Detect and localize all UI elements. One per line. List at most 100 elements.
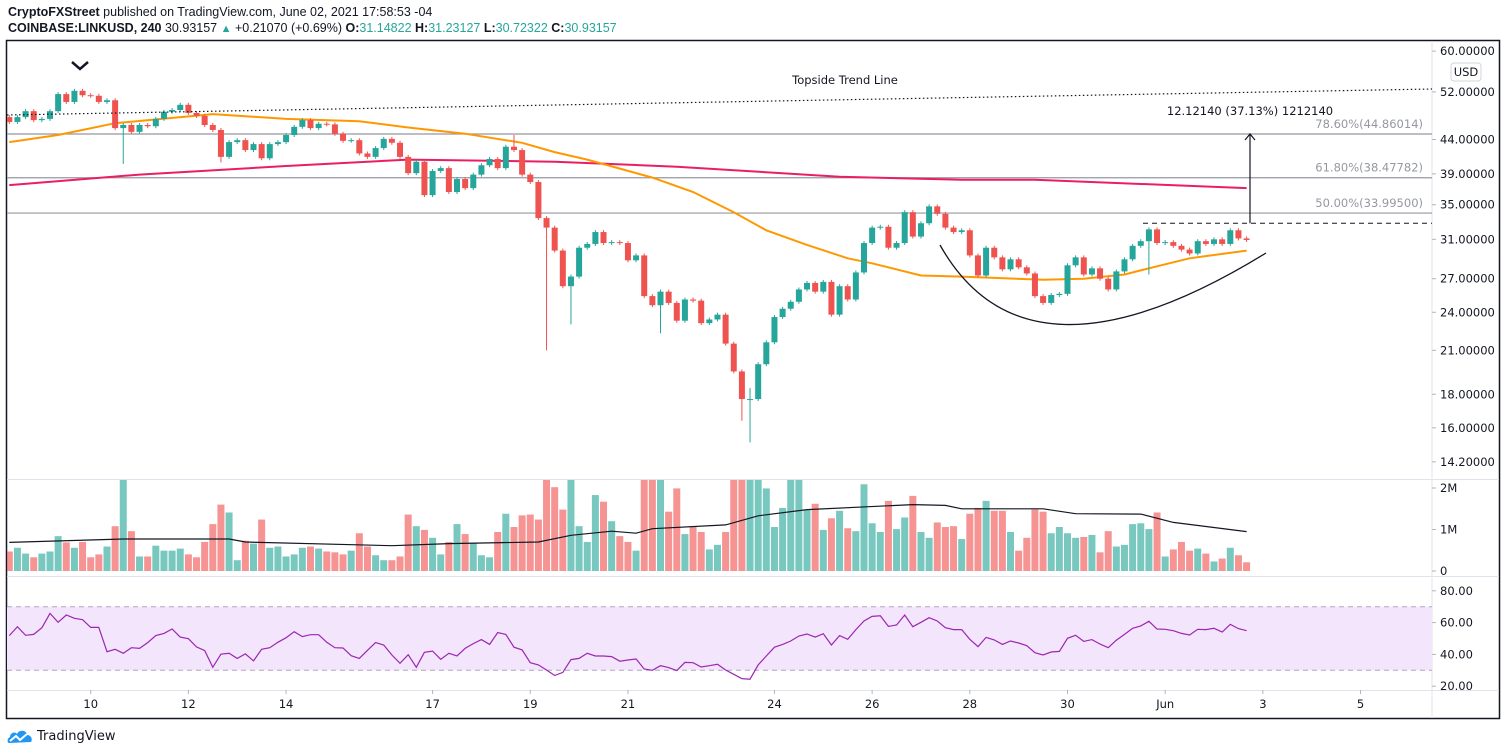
candle-body [494,158,501,169]
volume-bar [811,503,819,571]
volume-bar [1120,544,1128,571]
topside-trend-line [6,88,1433,116]
candle-body [291,126,298,136]
volume-bar [176,548,184,571]
publisher-name[interactable]: CryptoFXStreet [8,5,100,19]
time-tick-label: 30 [1060,697,1075,711]
volume-bar [1210,561,1218,571]
candle-body [502,146,509,169]
triangle-up-icon: ▲ [220,23,232,35]
volume-bar [705,549,713,571]
volume-bar [632,550,640,571]
price-tick-label: 31.00000 [1440,232,1495,246]
volume-bar [30,557,38,571]
drawings[interactable]: Topside Trend Line 12.12140 (37.13%) 1212… [6,61,1433,326]
candle-body [1137,241,1144,246]
candle-body [706,319,713,324]
candle-body [877,226,884,228]
fib-levels: 78.60%(44.86014) 61.80%(38.47782) 50.00%(3… [7,117,1432,214]
volume-bar [323,551,331,571]
candle-body [274,142,281,145]
candle-body [576,247,583,277]
candle-body [340,133,347,141]
time-tick-label: 12 [181,697,196,711]
candle-body [1072,257,1079,266]
fib-label: 78.60%(44.86014) [1315,117,1423,131]
candle-body [1023,267,1030,274]
volume-bar [1007,531,1015,571]
candle-body [169,110,176,112]
candle-body [14,117,21,122]
candle-body [1113,271,1120,290]
tradingview-logo[interactable]: TradingView [7,728,116,744]
candle-body [755,364,762,400]
volume-ma-line [9,503,1247,547]
volume-bar [681,534,689,571]
volume-bar [79,541,87,571]
candle-body [1121,259,1128,272]
candle-body [160,111,167,119]
symbol-name[interactable]: COINBASE:LINKUSD, 240 [8,21,162,35]
volume-bar [355,533,363,571]
candle-body [714,314,721,320]
volume-bar [1234,555,1242,571]
volume-tick-label: 1M [1440,523,1457,537]
candle-body [543,218,550,228]
candle-body [226,142,233,157]
volume-bar [1064,533,1071,571]
candle-body [120,124,127,129]
volume-bar [852,531,860,571]
high-value: 31.23127 [428,21,481,35]
chart-border [5,39,1501,720]
price-tick-label: 35.00000 [1440,198,1495,212]
volume-bar [583,541,591,571]
volume-pane [7,480,1251,571]
volume-bar [795,480,803,571]
volume-bar [62,542,70,571]
candle-body [820,281,827,292]
candle-body [747,399,754,401]
volume-bar [13,547,21,571]
open-label: O: [345,21,360,35]
volume-bar [1243,562,1251,571]
candle-body [1145,229,1152,242]
candle-body [193,112,200,116]
low-label: L: [483,21,496,35]
volume-bar [152,545,160,571]
chart-frame [5,39,1501,720]
rsi-band-fill [7,606,1432,671]
volume-bar [70,547,78,571]
candle-body [592,232,599,244]
candle-body [372,148,379,157]
candle-body [421,161,428,196]
volume-bar [87,557,95,571]
volume-bar [46,551,54,571]
volume-bar [396,556,404,571]
time-tick-label: 14 [279,697,294,711]
candle-body [600,232,607,244]
candle-body [283,135,290,143]
volume-bar [982,500,990,571]
volume-bar [380,560,388,571]
candle-body [299,120,306,127]
candle-body [1170,242,1177,246]
candle-body [771,317,778,343]
volume-bar [412,526,420,571]
candle-body [828,281,835,315]
volume-bar [241,540,249,571]
candle-body [470,174,477,189]
volume-bar [713,544,721,571]
footer-brand: TradingView [37,728,116,744]
volume-bar [429,537,437,571]
candle-body [917,223,924,237]
candle-body [584,243,591,248]
high-label: H: [415,21,429,35]
candle-body [869,227,876,244]
candle-body [323,123,330,125]
volume-bar [388,560,396,571]
close-value: 30.93157 [564,21,617,35]
volume-bar [974,507,982,571]
candle-body [177,104,184,111]
candle-body [95,95,102,102]
